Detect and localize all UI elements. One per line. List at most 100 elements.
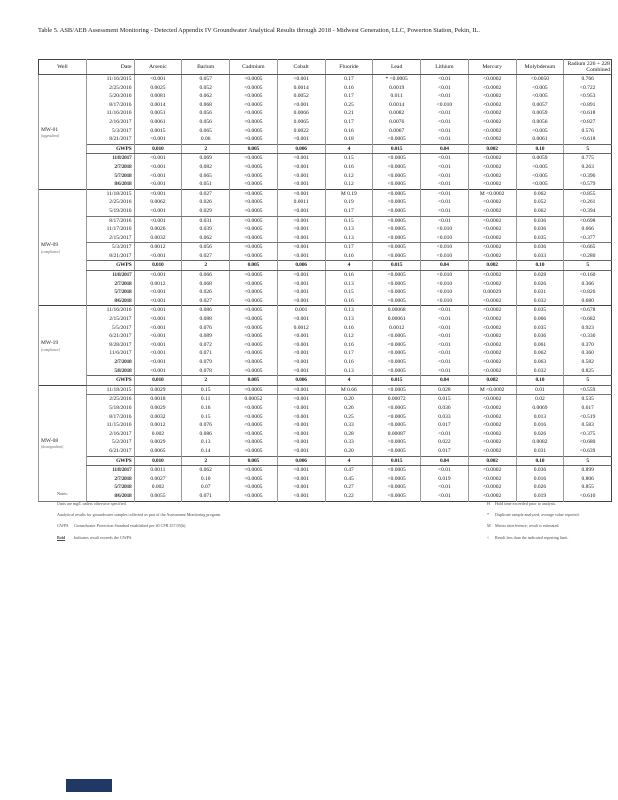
value-cell: <0.0002	[467, 206, 516, 217]
note-line: H Hold time exceeded prior to analysis.	[487, 501, 612, 507]
value-cell: 0.0051	[133, 109, 182, 118]
value-cell: 0.17	[324, 242, 373, 252]
value-cell: 0.022	[420, 438, 469, 447]
value-cell: 0.583	[563, 421, 612, 430]
value-cell: 0.10	[181, 474, 230, 484]
value-cell: <0.001	[276, 180, 325, 190]
table-row: 5/3/2017 0.0015 0.065 <0.0005 0.0022 0.16 0.00…	[39, 126, 612, 136]
value-cell: <0.01	[420, 340, 469, 350]
value-cell: 0.0026	[133, 225, 182, 234]
value-cell: <0.001	[276, 366, 325, 376]
header-row: Well Date Arsenic Barium Cadmium Cobalt Fluori…	[38, 59, 612, 75]
value-cell: 0.063	[515, 358, 564, 367]
value-cell: 0.001	[276, 305, 325, 316]
value-cell: <0.0005	[229, 446, 278, 457]
value-cell: 0.14	[181, 446, 230, 457]
value-cell: 0.22	[324, 491, 373, 501]
value-cell: <0.0005	[372, 188, 421, 199]
results-table-body: MW-01 (upgradient) 11/16/2015 <0.001 0.057 <0…	[38, 73, 612, 502]
date-cell: 2/7/2018	[85, 474, 134, 484]
value-cell: 0.032	[515, 366, 564, 376]
value-cell: * <0.0005	[372, 73, 421, 84]
gwps-value: 0.002	[467, 375, 516, 386]
value-cell: <0.377	[563, 233, 612, 244]
value-cell: 0.00068	[372, 305, 421, 316]
date-cell: 2/16/2017	[85, 429, 134, 439]
value-cell: <0.01	[420, 135, 469, 145]
value-cell: 0.035	[515, 323, 564, 333]
value-cell: 0.016	[515, 474, 564, 484]
value-cell: <0.001	[276, 384, 325, 396]
value-cell: <0.01	[420, 188, 469, 199]
gwps-value: 0.010	[133, 455, 182, 467]
note-text: Result less than the indicated reporting…	[495, 534, 569, 540]
value-cell: <0.010	[420, 100, 469, 110]
value-cell: 0.065	[181, 126, 230, 136]
value-cell: <0.001	[276, 315, 325, 324]
date-cell: 11/8/2017	[85, 153, 134, 163]
value-cell: 0.13	[324, 305, 373, 316]
value-cell: <0.005	[515, 92, 564, 101]
value-cell: <0.001	[276, 340, 325, 350]
gwps-value: 0.002	[467, 455, 516, 467]
value-cell: <0.0002	[467, 446, 516, 457]
value-cell: <0.0005	[372, 384, 421, 396]
value-cell: 0.0015	[133, 126, 182, 136]
value-cell: <0.001	[276, 394, 325, 404]
gwps-value: 0.006	[276, 375, 325, 386]
value-cell: M <0.0002	[467, 384, 516, 396]
value-cell: 0.039	[181, 225, 230, 234]
table-row: 5/2/2017 0.0029 0.13 <0.0005 <0.001 0.33 <0.00…	[39, 438, 612, 447]
date-cell: 5/3/2017	[85, 126, 134, 136]
value-cell: <0.005	[515, 180, 564, 190]
table-row: 2/25/2016 0.0025 0.052 <0.0005 0.0014 0.16 0.0…	[39, 83, 612, 93]
gwps-value: 0.010	[133, 375, 182, 386]
gwps-value: 0.10	[515, 260, 564, 272]
table-row: 11/8/2017 0.0011 0.062 <0.0005 <0.001 0.47 <0.…	[39, 465, 612, 475]
value-cell: 0.062	[515, 349, 564, 358]
value-cell: 0.0066	[276, 109, 325, 118]
gwps-label: GWPS	[85, 260, 134, 272]
value-cell: 0.068	[181, 100, 230, 110]
table-row: 11/15/2016 0.0012 0.076 <0.0005 <0.001 0.33 <0…	[39, 421, 612, 430]
well-subtitle: (upgradient)	[41, 134, 60, 139]
value-cell: 0.0067	[372, 126, 421, 136]
value-cell: 0.806	[563, 474, 612, 484]
value-cell: 0.0014	[133, 100, 182, 110]
well-label-cell: MW-08 (downgradient)	[38, 384, 87, 502]
note-text: Analytical results for groundwater sampl…	[57, 512, 222, 518]
note-text: Indicates result exceeds the GWPS.	[74, 534, 133, 540]
note-term: Bold	[57, 534, 66, 540]
value-cell: 0.027	[181, 251, 230, 261]
value-cell: 0.0018	[133, 394, 182, 404]
gwps-value: 0.015	[372, 143, 421, 155]
value-cell: 0.25	[324, 412, 373, 422]
value-cell: <0.519	[563, 412, 612, 422]
value-cell: 0.015	[420, 394, 469, 404]
date-cell: 2/25/2016	[85, 83, 134, 93]
value-cell: <0.0005	[229, 100, 278, 110]
value-cell: <0.001	[133, 340, 182, 350]
date-cell: 2/7/2018	[85, 279, 134, 289]
value-cell: 0.0076	[372, 117, 421, 127]
value-cell: <0.01	[420, 429, 469, 439]
value-cell: 0.923	[563, 323, 612, 333]
value-cell: 0.031	[515, 288, 564, 297]
table-row: 2/15/2017 <0.001 0.088 <0.0005 <0.001 0.13 0.0…	[39, 315, 612, 324]
value-cell: 0.0065	[276, 117, 325, 127]
value-cell: <0.579	[563, 180, 612, 190]
value-cell: 0.065	[181, 171, 230, 181]
gwps-value: 0.005	[229, 375, 278, 386]
value-cell: <0.01	[420, 73, 469, 84]
column-header: Barium	[181, 59, 230, 75]
value-cell: <0.559	[563, 384, 612, 396]
note-line: Units are mg/L unless otherwise specifie…	[57, 501, 387, 507]
value-cell: <0.0002	[467, 135, 516, 145]
value-cell: <0.0005	[229, 288, 278, 297]
value-cell: 0.072	[181, 340, 230, 350]
value-cell: <0.0005	[372, 349, 421, 358]
value-cell: 0.17	[324, 73, 373, 84]
table-row: 2/7/2018 <0.001 0.079 <0.0005 <0.001 0.16 <0.0…	[39, 358, 612, 367]
value-cell: <0.0005	[372, 483, 421, 492]
value-cell: <0.01	[420, 206, 469, 217]
